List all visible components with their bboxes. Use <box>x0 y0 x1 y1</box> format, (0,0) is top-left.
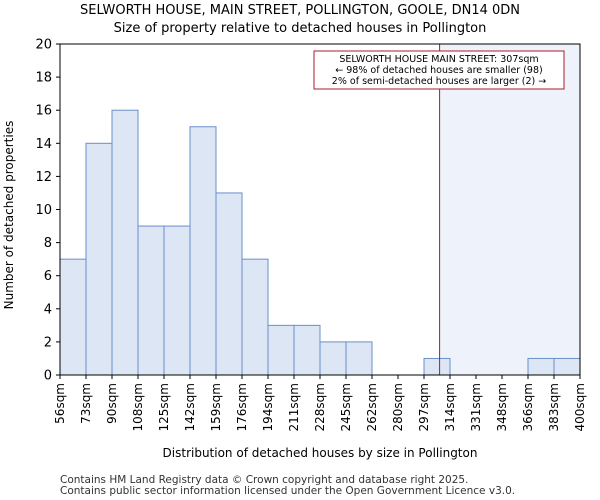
bar-366sqm <box>527 357 555 376</box>
x-tick-label: 142sqm <box>183 383 197 431</box>
x-tick-label: 194sqm <box>261 383 275 431</box>
x-axis-label: Distribution of detached houses by size … <box>163 446 478 460</box>
bar-176sqm <box>241 258 269 376</box>
y-tick-label: 16 <box>35 104 52 119</box>
x-tick-label: 331sqm <box>469 383 483 431</box>
y-tick-label: 20 <box>35 38 52 53</box>
x-tick-label: 400sqm <box>573 383 587 431</box>
footer-copyright: Contains HM Land Registry data © Crown c… <box>60 474 469 486</box>
highlight-region <box>439 44 580 375</box>
x-tick-label: 108sqm <box>131 383 145 431</box>
y-tick-label: 2 <box>44 335 52 350</box>
x-tick-label: 245sqm <box>339 383 353 431</box>
footer-licence: Contains public sector information licen… <box>60 485 516 497</box>
y-tick-label: 18 <box>35 71 52 86</box>
x-tick-label: 314sqm <box>443 383 457 431</box>
x-tick-label: 383sqm <box>547 383 561 431</box>
x-tick-label: 366sqm <box>521 383 535 431</box>
chart-title: SELWORTH HOUSE, MAIN STREET, POLLINGTON,… <box>79 3 520 18</box>
bar-159sqm <box>215 192 243 376</box>
y-tick-label: 6 <box>44 269 52 284</box>
bar-56sqm <box>59 258 87 376</box>
x-tick-label: 90sqm <box>105 383 119 424</box>
annotation-line-3: 2% of semi-detached houses are larger (2… <box>332 76 546 87</box>
histogram-chart: 0 2 4 6 8 10 12 14 16 18 20 56sqm 73sqm 90sqm 108sqm 1… <box>2 38 587 461</box>
x-tick-label: 297sqm <box>417 383 431 431</box>
bar-383sqm <box>553 357 581 376</box>
bar-142sqm <box>189 126 217 376</box>
bar-245sqm <box>345 341 373 376</box>
y-tick-label: 10 <box>35 203 52 218</box>
annotation-line-1: SELWORTH HOUSE MAIN STREET: 307sqm <box>339 54 538 65</box>
x-tick-label: 125sqm <box>157 383 171 431</box>
x-tick-label: 280sqm <box>391 383 405 431</box>
x-tick-label: 348sqm <box>495 383 509 431</box>
x-tick-label: 159sqm <box>209 383 223 431</box>
y-tick-label: 14 <box>35 137 52 152</box>
y-tick-label: 8 <box>44 236 52 251</box>
bar-90sqm <box>111 109 139 376</box>
bar-73sqm <box>85 142 113 376</box>
x-tick-label: 176sqm <box>235 383 249 431</box>
annotation-line-2: ← 98% of detached houses are smaller (98… <box>335 65 542 76</box>
x-tick-label: 73sqm <box>79 383 93 424</box>
y-tick-label: 12 <box>35 170 52 185</box>
y-axis-label: Number of detached properties <box>2 121 16 310</box>
bar-125sqm <box>163 225 191 376</box>
x-tick-label: 211sqm <box>287 383 301 431</box>
x-tick-label: 228sqm <box>313 383 327 431</box>
bar-211sqm <box>293 324 321 376</box>
bar-297sqm <box>423 357 451 376</box>
chart-subtitle: Size of property relative to detached ho… <box>113 21 487 36</box>
y-tick-label: 4 <box>44 302 52 317</box>
x-tick-label: 56sqm <box>53 383 67 424</box>
x-tick-label: 262sqm <box>365 383 379 431</box>
annotation-box: SELWORTH HOUSE MAIN STREET: 307sqm ← 98%… <box>313 50 565 90</box>
bar-194sqm <box>267 324 295 376</box>
y-tick-label: 0 <box>44 369 52 384</box>
bar-108sqm <box>137 225 165 376</box>
bar-228sqm <box>319 341 347 376</box>
